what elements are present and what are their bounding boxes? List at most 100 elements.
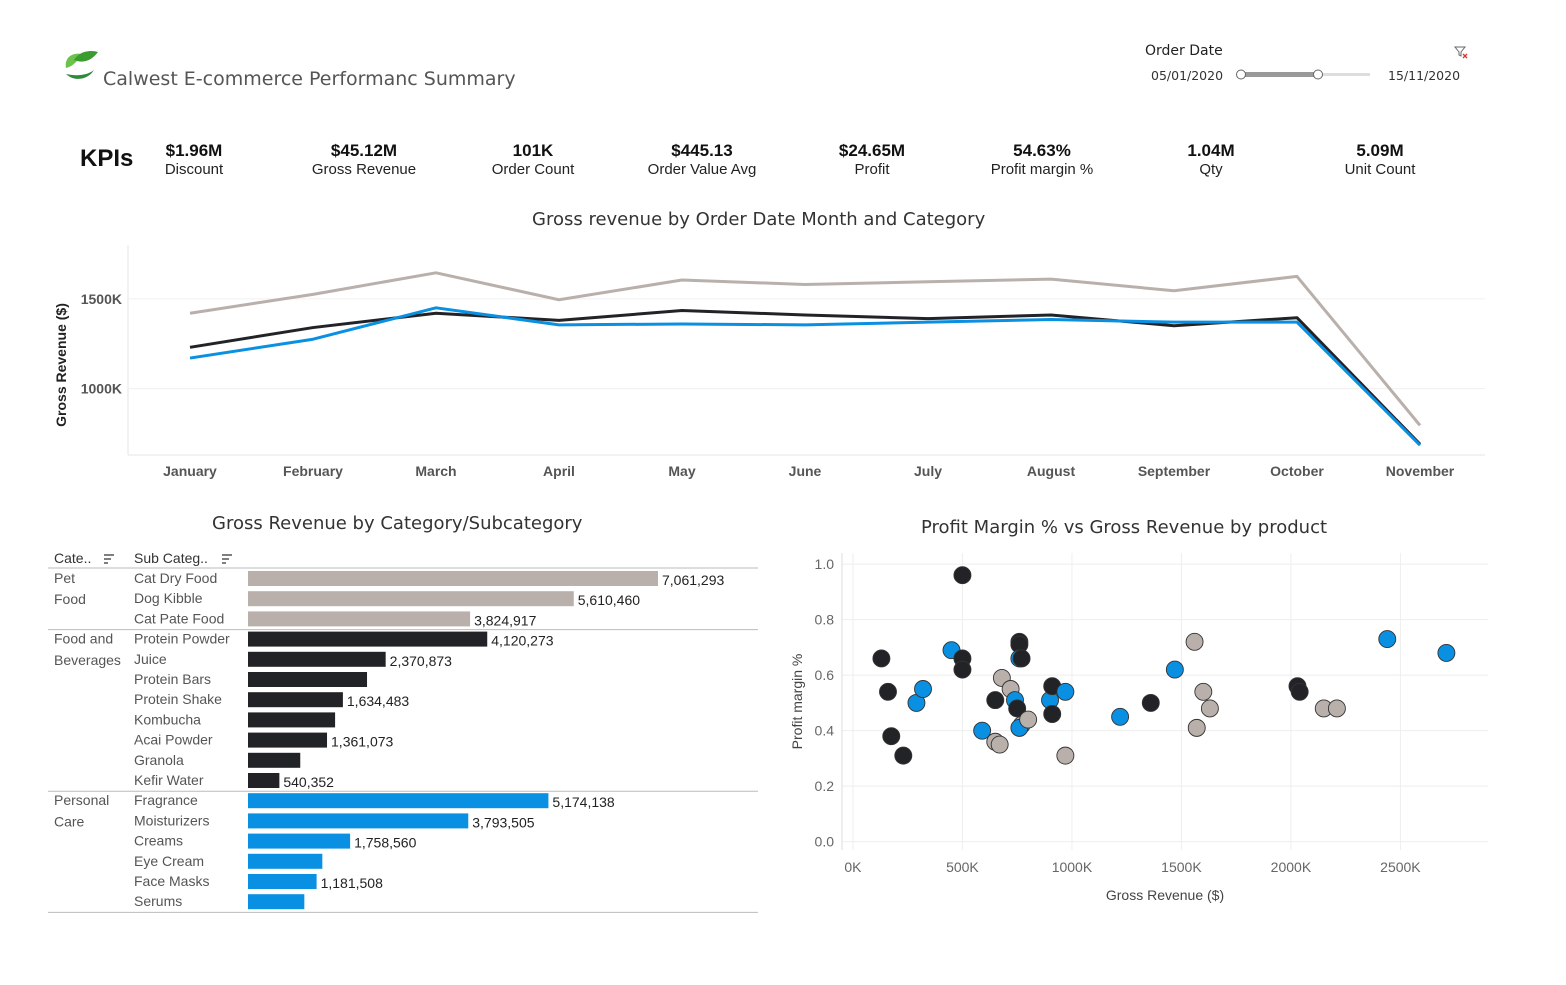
scatter-point-personal-care <box>1111 707 1130 726</box>
y-tick-label: 0.4 <box>815 723 835 739</box>
bar <box>248 651 386 667</box>
x-tick-label: January <box>163 463 217 479</box>
scatter-point-food-beverages <box>953 566 972 585</box>
scatter-point-pet-food <box>1327 699 1346 718</box>
bar-value-label: 3,824,917 <box>474 612 536 628</box>
order-date-range-slider[interactable] <box>1235 66 1375 84</box>
bar-value-label: 540,352 <box>283 774 334 790</box>
series-line-pet-food <box>189 271 1422 427</box>
x-tick-label: 0K <box>844 859 862 875</box>
kpi-value: 5.09M <box>1356 141 1404 160</box>
x-tick-label: 2500K <box>1380 859 1421 875</box>
bar-chart: Cate.. Sub Categ.. Pet Food Cat Dry Food 7,06… <box>48 550 758 913</box>
bar <box>248 894 305 910</box>
kpi-value: $445.13 <box>671 141 733 160</box>
bar <box>248 732 328 748</box>
x-tick-label: September <box>1138 463 1211 479</box>
subcategory-label: Protein Powder <box>134 631 230 647</box>
kpi-label: Unit Count <box>1344 161 1416 178</box>
scatter-point-food-beverages <box>894 746 913 765</box>
y-tick-label: 1.0 <box>815 556 835 572</box>
kpi-label: Discount <box>164 161 224 178</box>
category-label: Food and <box>54 631 113 647</box>
x-tick-label: 2000K <box>1271 859 1312 875</box>
x-tick-label: February <box>283 463 343 479</box>
scatter-point-food-beverages <box>1043 705 1062 723</box>
x-tick-label: November <box>1386 463 1455 479</box>
subcategory-label: Fragrance <box>134 792 198 808</box>
y-tick-label: 0.8 <box>815 612 835 628</box>
x-tick-label: March <box>415 463 456 479</box>
x-tick-label: 1500K <box>1161 859 1202 875</box>
subcategory-label: Acai Powder <box>134 732 213 748</box>
y-tick-label: 0.6 <box>815 667 835 683</box>
bar <box>248 813 469 829</box>
y-axis-title: Gross Revenue ($) <box>53 303 69 427</box>
subcategory-label: Granola <box>134 752 184 768</box>
subcategory-label: Moisturizers <box>134 812 209 828</box>
subcategory-label: Protein Bars <box>134 671 211 687</box>
bar <box>248 793 549 809</box>
column-header-subcategory: Sub Categ.. <box>134 550 208 566</box>
scatter-point-food-beverages <box>872 649 891 668</box>
kpi-value: $24.65M <box>838 141 906 160</box>
x-tick-label: July <box>914 463 942 479</box>
series-line-food-beverages <box>189 309 1422 446</box>
scatter-point-food-beverages <box>986 691 1005 710</box>
subcategory-label: Protein Shake <box>134 691 222 707</box>
scatter-point-food-beverages <box>1290 682 1309 701</box>
bar <box>248 833 351 849</box>
kpi-section-title: KPIs <box>80 145 134 172</box>
y-tick-label: 1000K <box>81 381 122 397</box>
scatter-point-food-beverages <box>882 727 901 746</box>
bar <box>248 591 574 607</box>
subcategory-label: Juice <box>134 651 167 667</box>
x-tick-label: April <box>543 463 575 479</box>
kpi-value: $45.12M <box>330 141 398 160</box>
kpi-value: 54.63% <box>1013 141 1071 160</box>
y-tick-label: 1500K <box>81 291 122 307</box>
bar <box>248 692 343 708</box>
bar <box>248 571 658 586</box>
bar <box>248 631 488 647</box>
kpi-label: Qty <box>1199 161 1223 178</box>
x-tick-label: May <box>668 463 695 479</box>
x-tick-label: 500K <box>946 859 979 875</box>
filter-clear-icon[interactable] <box>1453 44 1469 60</box>
category-label: Food <box>54 591 86 607</box>
kpi-unit-count: 5.09M Unit Count <box>1295 141 1465 178</box>
y-tick-label: 0.0 <box>815 834 835 850</box>
bar <box>248 853 323 869</box>
y-axis-title: Profit margin % <box>789 654 805 750</box>
order-date-start: 05/01/2020 <box>1151 68 1224 83</box>
bar <box>248 611 471 627</box>
slider-selected-range <box>1240 72 1318 77</box>
leaf-logo-icon <box>65 50 98 79</box>
scatter-point-personal-care <box>914 680 932 698</box>
scatter-point-food-beverages <box>1008 699 1027 718</box>
kpi-label: Gross Revenue <box>311 161 417 178</box>
subcategory-label: Cat Pate Food <box>134 610 224 626</box>
bar-value-label: 2,370,873 <box>390 653 452 669</box>
kpi-label: Profit <box>854 161 890 178</box>
bar <box>248 752 301 768</box>
kpi-label: Order Value Avg <box>647 161 757 178</box>
subcategory-label: Kefir Water <box>134 772 204 788</box>
x-tick-label: October <box>1270 463 1324 479</box>
scatter-point-personal-care <box>1056 682 1075 701</box>
kpi-value: 101K <box>512 141 554 160</box>
subcategory-label: Kombucha <box>134 711 201 727</box>
scatter-point-food-beverages <box>1012 649 1031 668</box>
slider-end-handle[interactable] <box>1313 69 1323 80</box>
subcategory-label: Creams <box>134 833 183 849</box>
y-tick-label: 0.2 <box>815 778 835 794</box>
x-tick-label: 1000K <box>1052 859 1093 875</box>
bar-value-label: 3,793,505 <box>472 814 534 830</box>
kpi-value: $1.96M <box>165 141 223 160</box>
slider-start-handle[interactable] <box>1236 69 1246 80</box>
category-label: Pet <box>54 570 75 586</box>
bar-value-label: 4,120,273 <box>491 633 553 649</box>
bar <box>248 712 336 728</box>
bar-value-label: 1,361,073 <box>331 734 393 750</box>
column-header-category: Cate.. <box>54 550 91 566</box>
